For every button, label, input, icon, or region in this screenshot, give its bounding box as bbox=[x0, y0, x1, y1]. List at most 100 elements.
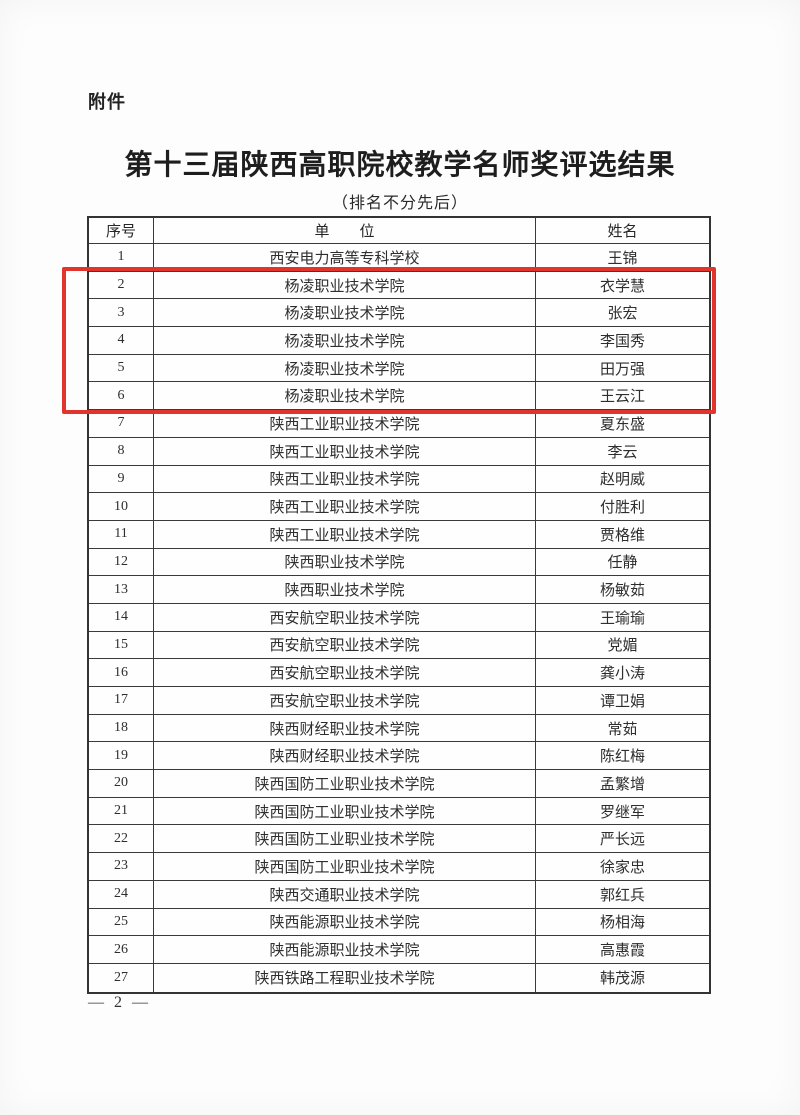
header-cell-name: 姓名 bbox=[607, 224, 638, 240]
row-number-cell: 1 bbox=[89, 244, 154, 271]
row-organization-cell: 西安航空职业技术学院 bbox=[154, 659, 536, 686]
row-organization-cell: 陕西工业职业技术学院 bbox=[154, 410, 536, 437]
row-name-cell: 任静 bbox=[607, 555, 638, 572]
row-organization-cell: 陕西工业职业技术学院 bbox=[154, 520, 536, 548]
table-row: 2 杨凌职业技术学院 衣学慧 bbox=[89, 271, 709, 300]
row-number-cell: 18 bbox=[89, 714, 154, 742]
row-name-cell: 郭红兵 bbox=[599, 887, 645, 904]
row-number-cell: 7 bbox=[89, 410, 154, 437]
row-number-cell: 15 bbox=[89, 631, 154, 659]
row-name-cell: 陈红梅 bbox=[599, 749, 645, 766]
row-name-cell: 党媚 bbox=[607, 638, 638, 655]
row-organization-cell: 西安航空职业技术学院 bbox=[154, 603, 536, 631]
row-organization-cell: 陕西国防工业职业技术学院 bbox=[154, 797, 536, 825]
table-row: 7 陕西工业职业技术学院 夏东盛 bbox=[89, 410, 709, 438]
row-organization-cell: 陕西职业技术学院 bbox=[154, 548, 536, 576]
row-name-cell: 贾格维 bbox=[599, 527, 645, 544]
row-number-cell: 5 bbox=[89, 354, 154, 382]
table-row: 3 杨凌职业技术学院 张宏 bbox=[89, 299, 709, 328]
row-organization-cell: 陕西财经职业技术学院 bbox=[154, 714, 536, 742]
row-name-cell: 付胜利 bbox=[599, 500, 645, 517]
row-number-cell: 6 bbox=[89, 382, 154, 410]
table-row: 14 西安航空职业技术学院 王瑜瑜 bbox=[89, 603, 709, 632]
row-organization-cell: 西安电力高等专科学校 bbox=[154, 244, 536, 271]
row-organization-cell: 陕西能源职业技术学院 bbox=[154, 936, 536, 963]
row-number-cell: 3 bbox=[89, 299, 154, 327]
row-name-cell: 罗继军 bbox=[599, 804, 645, 821]
row-number-cell: 21 bbox=[89, 797, 154, 825]
table-row: 15 西安航空职业技术学院 党媚 bbox=[89, 631, 709, 660]
table-row: 10 陕西工业职业技术学院 付胜利 bbox=[89, 493, 709, 521]
row-organization-cell: 陕西财经职业技术学院 bbox=[154, 742, 536, 770]
table-row: 18 陕西财经职业技术学院 常茹 bbox=[89, 714, 709, 743]
results-table-body: 1 西安电力高等专科学校 王锦 2 杨凌职业技术学院 衣学慧 3 杨凌职业技术学… bbox=[89, 244, 709, 992]
row-number-cell: 12 bbox=[89, 548, 154, 576]
row-number-cell: 16 bbox=[89, 659, 154, 686]
table-row: 19 陕西财经职业技术学院 陈红梅 bbox=[89, 742, 709, 771]
row-number-cell: 8 bbox=[89, 437, 154, 465]
header-cell-number: 序号 bbox=[89, 218, 154, 243]
row-name-cell: 孟繁增 bbox=[599, 776, 645, 793]
row-name-cell: 杨敏茹 bbox=[599, 583, 645, 600]
row-name-cell: 龚小涛 bbox=[599, 666, 645, 683]
table-row: 16 西安航空职业技术学院 龚小涛 bbox=[89, 659, 709, 687]
row-number-cell: 2 bbox=[89, 271, 154, 299]
row-organization-cell: 西安航空职业技术学院 bbox=[154, 687, 536, 714]
table-row: 12 陕西职业技术学院 任静 bbox=[89, 548, 709, 577]
table-row: 1 西安电力高等专科学校 王锦 bbox=[89, 244, 709, 272]
row-organization-cell: 陕西工业职业技术学院 bbox=[154, 493, 536, 520]
table-row: 9 陕西工业职业技术学院 赵明威 bbox=[89, 465, 709, 494]
row-name-cell: 王锦 bbox=[607, 250, 638, 267]
row-number-cell: 27 bbox=[89, 963, 154, 992]
row-name-cell: 王云江 bbox=[599, 389, 645, 406]
table-row: 20 陕西国防工业职业技术学院 孟繁增 bbox=[89, 770, 709, 798]
row-number-cell: 13 bbox=[89, 576, 154, 603]
row-organization-cell: 陕西铁路工程职业技术学院 bbox=[154, 963, 536, 992]
table-row: 22 陕西国防工业职业技术学院 严长远 bbox=[89, 825, 709, 854]
row-name-cell: 李云 bbox=[607, 444, 638, 461]
row-organization-cell: 陕西工业职业技术学院 bbox=[154, 437, 536, 465]
row-organization-cell: 陕西国防工业职业技术学院 bbox=[154, 770, 536, 797]
attachment-label: 附件 bbox=[88, 92, 126, 112]
row-number-cell: 4 bbox=[89, 327, 154, 354]
row-name-cell: 李国秀 bbox=[599, 333, 645, 350]
table-row: 8 陕西工业职业技术学院 李云 bbox=[89, 437, 709, 466]
row-number-cell: 17 bbox=[89, 687, 154, 714]
row-organization-cell: 杨凌职业技术学院 bbox=[154, 354, 536, 382]
header-cell-organization: 单 位 bbox=[154, 218, 536, 243]
row-organization-cell: 西安航空职业技术学院 bbox=[154, 631, 536, 659]
row-organization-cell: 杨凌职业技术学院 bbox=[154, 299, 536, 327]
row-number-cell: 10 bbox=[89, 493, 154, 520]
row-name-cell: 徐家忠 bbox=[599, 859, 645, 876]
row-number-cell: 9 bbox=[89, 465, 154, 493]
row-name-cell: 田万强 bbox=[599, 361, 645, 378]
table-row: 23 陕西国防工业职业技术学院 徐家忠 bbox=[89, 853, 709, 881]
row-organization-cell: 陕西国防工业职业技术学院 bbox=[154, 853, 536, 880]
row-name-cell: 赵明威 bbox=[599, 472, 645, 489]
table-row: 5 杨凌职业技术学院 田万强 bbox=[89, 354, 709, 383]
row-name-cell: 夏东盛 bbox=[599, 416, 645, 433]
table-row: 27 陕西铁路工程职业技术学院 韩茂源 bbox=[89, 963, 709, 992]
document-title: 第十三届陕西高职院校教学名师奖评选结果 bbox=[124, 150, 676, 181]
table-row: 4 杨凌职业技术学院 李国秀 bbox=[89, 327, 709, 355]
table-row: 24 陕西交通职业技术学院 郭红兵 bbox=[89, 880, 709, 909]
row-number-cell: 22 bbox=[89, 825, 154, 853]
row-name-cell: 常茹 bbox=[607, 721, 638, 738]
row-organization-cell: 陕西工业职业技术学院 bbox=[154, 465, 536, 493]
page-number: — 2 — bbox=[88, 994, 151, 1011]
row-organization-cell: 陕西交通职业技术学院 bbox=[154, 880, 536, 908]
table-row: 11 陕西工业职业技术学院 贾格维 bbox=[89, 520, 709, 549]
row-name-cell: 严长远 bbox=[599, 832, 645, 849]
row-organization-cell: 杨凌职业技术学院 bbox=[154, 271, 536, 299]
table-row: 13 陕西职业技术学院 杨敏茹 bbox=[89, 576, 709, 604]
table-row: 25 陕西能源职业技术学院 杨相海 bbox=[89, 908, 709, 937]
row-number-cell: 14 bbox=[89, 603, 154, 631]
row-name-cell: 高惠霞 bbox=[599, 943, 645, 960]
table-row: 6 杨凌职业技术学院 王云江 bbox=[89, 382, 709, 411]
row-organization-cell: 陕西职业技术学院 bbox=[154, 576, 536, 603]
row-name-cell: 衣学慧 bbox=[599, 278, 645, 295]
results-table: 序号 单 位 姓名 1 西安电力高等专科学校 王锦 2 杨凌职业技术学院 衣学慧… bbox=[87, 216, 711, 994]
row-name-cell: 王瑜瑜 bbox=[599, 610, 645, 627]
row-organization-cell: 杨凌职业技术学院 bbox=[154, 327, 536, 354]
